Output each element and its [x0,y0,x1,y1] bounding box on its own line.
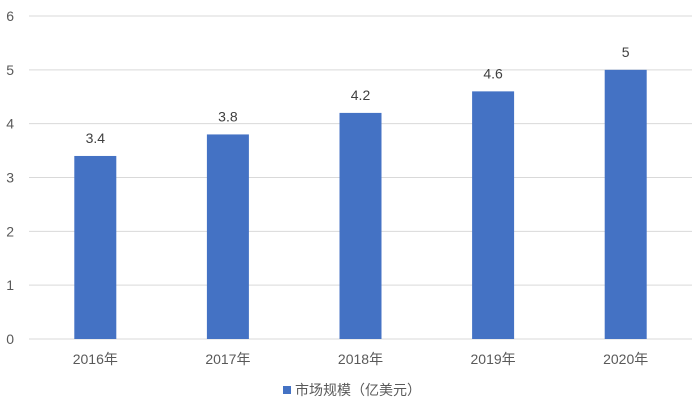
y-tick-label: 4 [6,116,14,132]
bar [74,155,117,339]
bar [206,134,249,339]
x-tick-label: 2017年 [205,351,250,367]
legend: 市场规模（亿美元） [283,382,421,398]
y-tick-label: 2 [6,223,14,239]
bar [339,112,382,340]
data-label: 3.4 [86,130,106,146]
x-tick-label: 2018年 [338,351,383,367]
legend-label: 市场规模（亿美元） [295,382,421,398]
y-tick-label: 3 [6,170,14,186]
data-label: 5 [622,44,630,60]
data-label: 3.8 [218,108,238,124]
y-tick-label: 5 [6,62,14,78]
bar [472,91,515,339]
legend-swatch [283,386,291,394]
x-tick-label: 2020年 [603,351,648,367]
y-tick-label: 0 [6,331,14,347]
x-axis-tick-labels: 2016年 2017年 2018年 2019年 2020年 [73,351,649,367]
data-labels: 3.4 3.8 4.2 4.6 5 [86,44,630,146]
data-label: 4.2 [351,87,371,103]
x-tick-label: 2016年 [73,351,118,367]
y-tick-label: 6 [6,8,14,24]
data-label: 4.6 [483,65,503,81]
bars [74,69,647,340]
y-axis-tick-labels: 0 1 2 3 4 5 6 [6,8,14,347]
bar [604,69,647,339]
x-tick-label: 2019年 [471,351,516,367]
y-tick-label: 1 [6,277,14,293]
